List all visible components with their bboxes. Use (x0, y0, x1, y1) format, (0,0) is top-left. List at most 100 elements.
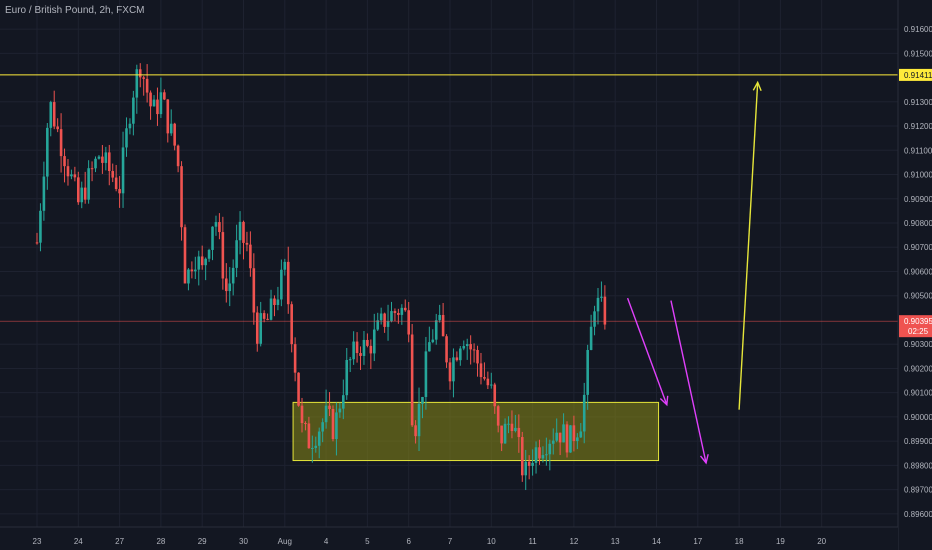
magenta-arrow-line (670, 300, 707, 464)
candle-body (386, 321, 390, 327)
time-tick-label: 11 (528, 537, 537, 546)
candle-body (500, 425, 503, 444)
candle-body (431, 339, 435, 343)
time-tick-label: 6 (406, 537, 411, 546)
candle-body (390, 311, 393, 322)
candle-body (331, 408, 335, 440)
candle-body (311, 447, 314, 449)
candle-body (121, 147, 125, 194)
candle-body (517, 427, 521, 438)
last-price-label: 0.90395 (904, 317, 932, 326)
candle-body (297, 372, 300, 406)
time-tick-label: 10 (487, 537, 496, 546)
candle-body (424, 351, 428, 397)
time-tick-label: 29 (198, 537, 207, 546)
candle-body (348, 359, 352, 361)
candle-body (342, 395, 345, 409)
candle-body (97, 156, 101, 159)
candle-body (269, 298, 273, 320)
time-tick-label: 5 (365, 537, 370, 546)
yellow-arrow-head (752, 80, 762, 91)
candle-body (114, 177, 118, 190)
candle-body (593, 311, 596, 327)
candle-body (527, 461, 531, 466)
candle-body (135, 69, 139, 98)
candle-body (355, 341, 359, 354)
price-tick-label: 0.89700 (904, 486, 932, 495)
price-tick-label: 0.91500 (904, 49, 932, 58)
candle-body (345, 360, 349, 396)
candle-body (600, 296, 603, 298)
candle-body (407, 310, 410, 335)
candle-body (555, 432, 558, 441)
candle-body (176, 145, 180, 167)
time-tick-label: 24 (74, 537, 83, 546)
time-tick-label: 12 (569, 537, 578, 546)
candle-body (362, 339, 366, 356)
candle-body (56, 126, 59, 130)
candle-body (421, 396, 424, 404)
candle-body (569, 425, 572, 453)
candle-body (514, 427, 517, 431)
candle-body (534, 447, 538, 463)
candle-body (586, 349, 589, 395)
candle-body (156, 99, 159, 115)
candle-body (558, 432, 562, 443)
candle-body (224, 278, 228, 292)
time-axis-bg (0, 527, 898, 550)
time-tick-label: 7 (448, 537, 453, 546)
time-tick-label: 14 (652, 537, 661, 546)
time-tick-label: 17 (693, 537, 702, 546)
candle-body (145, 78, 149, 93)
candle-body (125, 128, 128, 148)
candle-body (262, 313, 266, 319)
candle-body (194, 269, 197, 272)
candle-body (211, 226, 214, 250)
candle-body (101, 156, 104, 163)
candle-body (551, 440, 555, 444)
candle-body (338, 408, 342, 413)
candle-body (541, 455, 545, 459)
candle-body (366, 339, 369, 346)
candle-body (152, 99, 156, 107)
candle-body (163, 92, 166, 100)
candle-body (448, 362, 452, 382)
resistance-price-tag (899, 68, 932, 81)
candle-body (259, 313, 263, 344)
candle-body (235, 240, 238, 268)
candle-body (438, 314, 441, 321)
candle-body (493, 384, 497, 407)
candle-body (510, 423, 514, 431)
candle-body (445, 336, 448, 363)
candle-body (66, 166, 70, 177)
price-tick-label: 0.89900 (904, 437, 932, 446)
candle-body (52, 102, 56, 127)
candle-body (35, 242, 39, 244)
candle-body (300, 405, 304, 424)
candle-body (218, 222, 221, 233)
candle-body (376, 320, 380, 330)
candle-body (314, 445, 318, 448)
candle-body (63, 156, 66, 167)
price-axis[interactable]: 0.91600 0.91500 0.91300 0.91200 0.91100 0.910… (897, 0, 932, 550)
candle-body (372, 329, 376, 354)
candle-body (286, 261, 290, 305)
candle-body (70, 174, 73, 177)
time-axis[interactable]: 23 24 27 28 29 30 Aug 4 5 6 7 10 11 12 13 14 17 18 19 20 (0, 526, 898, 550)
candle-body (572, 425, 576, 442)
support-zone (292, 401, 660, 462)
magenta-arrow-head (699, 454, 709, 465)
price-tick-label: 0.90300 (904, 340, 932, 349)
candle-body (276, 299, 280, 306)
candle-body (596, 297, 600, 312)
magenta-arrow-head (659, 395, 669, 407)
candle-body (80, 187, 84, 203)
candle-body (207, 249, 211, 259)
time-tick-label: 13 (611, 537, 620, 546)
candle-body (579, 431, 583, 438)
candle-body (369, 345, 373, 354)
candle-body (190, 269, 194, 272)
candle-body (59, 129, 63, 157)
candle-body (290, 304, 293, 345)
